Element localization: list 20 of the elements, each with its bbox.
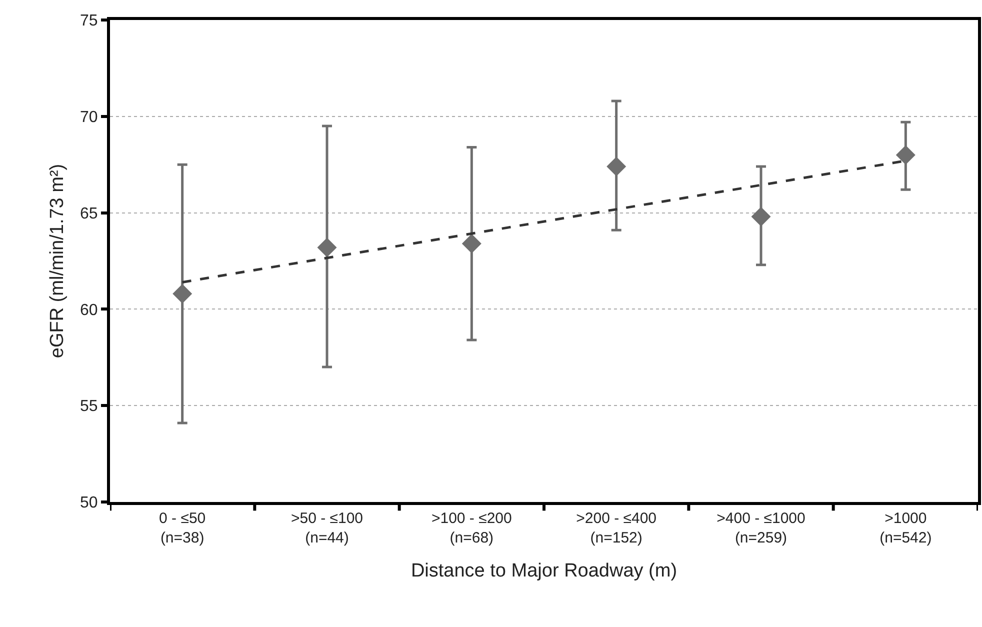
x-tick-label: >200 - ≤400 (n=152) <box>576 510 657 546</box>
x-tick-label: >400 - ≤1000 (n=259) <box>716 510 806 546</box>
point <box>317 238 337 258</box>
y-tick-label: 50 <box>80 494 98 512</box>
point <box>172 284 192 304</box>
point <box>606 156 626 176</box>
y-tick-label: 70 <box>80 109 98 126</box>
x-tick-label: >100 - ≤200 (n=68) <box>431 510 512 546</box>
y-tick-label: 65 <box>80 205 98 222</box>
y-tick-label: 75 <box>80 12 98 30</box>
x-axis-title: Distance to Major Roadway (m) <box>410 560 678 582</box>
y-axis-title: eGFR (ml/min/1.73 m²) <box>46 164 68 358</box>
point <box>462 234 482 254</box>
y-tick-label: 55 <box>80 398 98 416</box>
x-tick-label: >1000 (n=542) <box>880 510 932 546</box>
x-tick-label: 0 - ≤50 (n=38) <box>159 510 206 546</box>
point <box>896 145 916 165</box>
y-tick-label: 60 <box>80 302 98 319</box>
point <box>751 206 771 226</box>
x-tick-label: >50 - ≤100 (n=44) <box>290 510 364 546</box>
